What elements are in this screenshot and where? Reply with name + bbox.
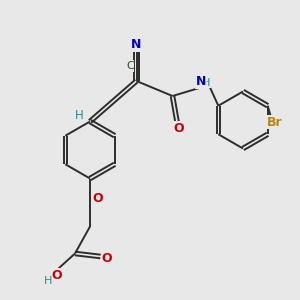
Text: H: H	[44, 276, 52, 286]
Text: O: O	[92, 191, 103, 205]
Text: O: O	[102, 251, 112, 265]
Text: H: H	[202, 77, 210, 88]
Text: Br: Br	[267, 116, 283, 129]
Text: O: O	[52, 268, 62, 282]
Text: O: O	[173, 122, 184, 135]
Text: N: N	[131, 38, 142, 51]
Text: C: C	[126, 61, 134, 71]
Text: N: N	[196, 75, 206, 88]
Text: H: H	[75, 109, 84, 122]
